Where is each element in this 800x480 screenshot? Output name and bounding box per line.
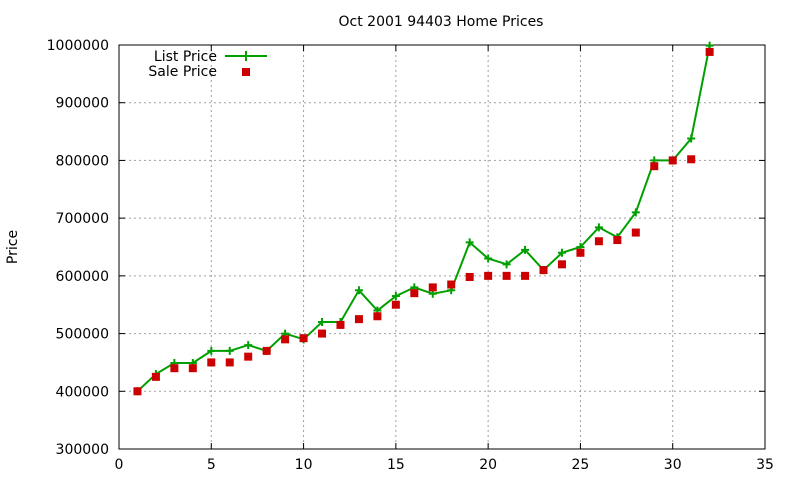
y-tick-label: 900000 — [56, 96, 109, 112]
sale-price-point — [428, 283, 437, 292]
sale-price-point — [465, 273, 474, 282]
legend-label-sale-price: Sale Price — [148, 64, 217, 80]
list-price-point — [354, 286, 363, 295]
list-price-point — [465, 238, 474, 247]
x-tick-label: 30 — [664, 457, 682, 473]
y-tick-label: 500000 — [56, 327, 109, 343]
list-price-point — [225, 346, 234, 355]
grid-layer — [119, 45, 765, 449]
sale-price-point — [650, 162, 659, 171]
sale-price-point — [613, 236, 622, 245]
y-tick-label: 300000 — [56, 442, 109, 458]
list-price-point — [244, 341, 253, 350]
sale-price-point — [299, 334, 308, 343]
sale-price-point — [262, 346, 271, 355]
sale-price-point — [521, 271, 530, 280]
sale-price-point — [557, 260, 566, 269]
list-price-point — [318, 318, 327, 327]
x-tick-label: 20 — [479, 457, 497, 473]
legend: List Price Sale Price — [148, 49, 267, 80]
x-tick-label: 10 — [295, 457, 313, 473]
sale-price-point — [354, 315, 363, 324]
list-price-point — [594, 223, 603, 232]
sale-price-point — [225, 358, 234, 367]
list-price-point — [557, 248, 566, 257]
sale-price-point — [336, 320, 345, 329]
sale-price-point — [410, 289, 419, 298]
list-price-point — [207, 346, 216, 355]
sale-price-point — [484, 271, 493, 280]
list-price-point — [631, 208, 640, 217]
sale-price-point — [576, 248, 585, 257]
sale-price-point — [447, 280, 456, 289]
sale-price-point — [244, 352, 253, 361]
sale-price-point — [151, 372, 160, 381]
y-tick-label: 600000 — [56, 269, 109, 285]
list-price-point — [687, 134, 696, 143]
sale-price-point — [188, 364, 197, 373]
sale-price-point — [539, 266, 548, 275]
chart-title: Oct 2001 94403 Home Prices — [339, 14, 544, 30]
list-price-point — [521, 245, 530, 254]
sale-price-point — [705, 47, 714, 56]
x-tick-label: 35 — [756, 457, 774, 473]
x-tick-label: 25 — [572, 457, 590, 473]
sale-price-point — [207, 358, 216, 367]
x-tick-label: 0 — [115, 457, 124, 473]
legend-label-list-price: List Price — [154, 49, 217, 65]
sale-price-point — [170, 364, 179, 373]
legend-marker-list-price — [241, 51, 251, 61]
list-price-point — [391, 292, 400, 301]
list-price-point — [484, 254, 493, 263]
y-tick-label: 400000 — [56, 384, 109, 400]
series-layer — [133, 41, 714, 396]
x-tick-label: 5 — [207, 457, 216, 473]
sale-price-point — [318, 329, 327, 338]
sale-price-point — [373, 312, 382, 321]
y-axis-label: Price — [5, 230, 21, 264]
x-tick-label: 15 — [387, 457, 405, 473]
y-tick-label: 1000000 — [47, 38, 109, 54]
sale-price-point — [281, 335, 290, 344]
legend-marker-sale-price — [242, 68, 250, 76]
ticks-layer: 0 5 10 15 20 25 30 35 300000 400000 500000 600000 70… — [47, 38, 774, 473]
y-tick-label: 700000 — [56, 211, 109, 227]
sale-price-point — [133, 387, 142, 396]
sale-price-point — [631, 228, 640, 237]
y-tick-label: 800000 — [56, 153, 109, 169]
sale-price-point — [668, 156, 677, 165]
series-line-list-price — [136, 45, 711, 393]
plot-frame — [118, 44, 766, 450]
sale-price-point — [687, 155, 696, 164]
sale-price-point — [502, 271, 511, 280]
sale-price-point — [594, 237, 603, 246]
sale-price-point — [391, 300, 400, 309]
list-price-point — [502, 260, 511, 269]
